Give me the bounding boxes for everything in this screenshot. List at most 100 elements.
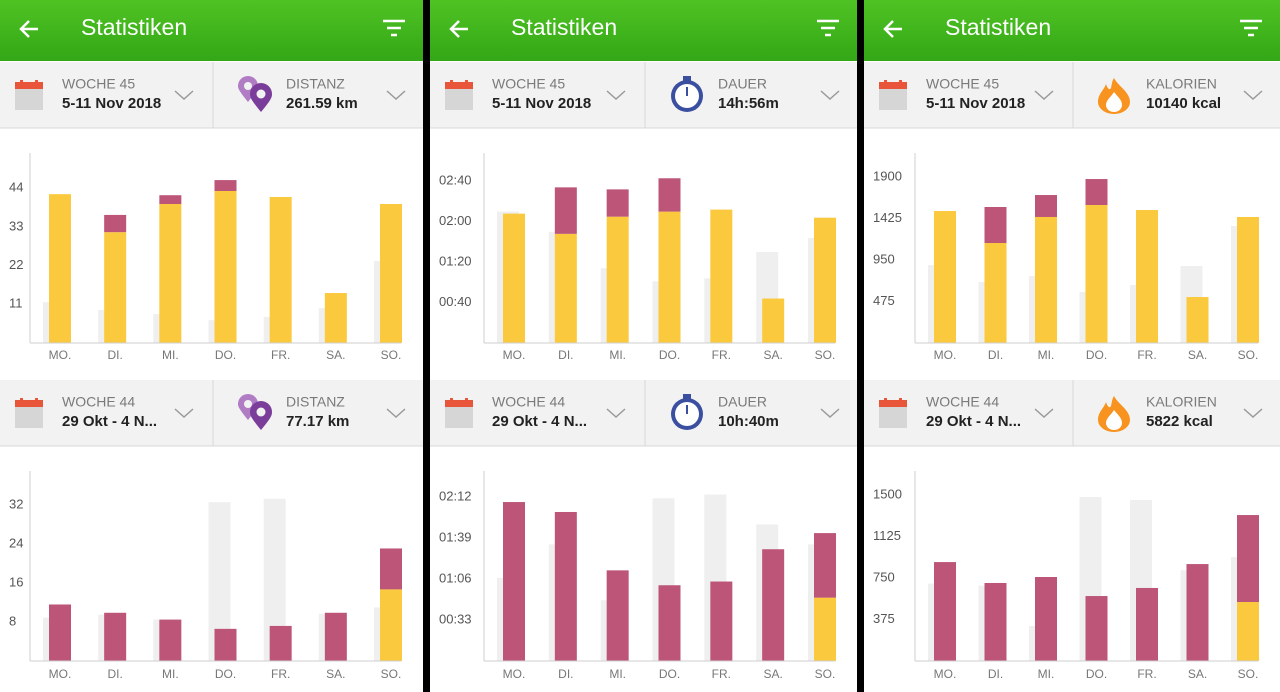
metric-label[interactable]: KALORIEN (1146, 76, 1217, 92)
calendar-icon-ring (20, 398, 23, 404)
week-label[interactable]: WOCHE 45 (926, 76, 999, 92)
previous-week-bar (263, 498, 286, 661)
week-range[interactable]: 29 Okt - 4 N... (926, 413, 1021, 430)
bar-segment (104, 612, 127, 661)
bar-segment (762, 549, 785, 661)
week-range[interactable]: 5-11 Nov 2018 (492, 95, 591, 112)
bar-segment (1085, 205, 1108, 343)
calendar-icon-body (445, 86, 473, 110)
x-tick-label: FR. (271, 348, 290, 362)
bar-segment (658, 585, 681, 661)
selector-row (430, 380, 857, 446)
dropdown-chevron[interactable] (1034, 90, 1054, 101)
x-tick-label: SA. (326, 667, 345, 681)
x-tick-label: FR. (1137, 348, 1156, 362)
bar-segment (380, 589, 402, 661)
y-tick-label: 02:12 (439, 489, 472, 504)
metric-label[interactable]: DAUER (718, 76, 767, 92)
dropdown-chevron[interactable] (386, 90, 406, 101)
back-arrow[interactable] (449, 20, 468, 38)
calendar-icon-body (879, 86, 907, 110)
dropdown-chevron[interactable] (174, 90, 194, 101)
metric-label[interactable]: DISTANZ (286, 76, 345, 92)
bar-segment (984, 207, 1007, 244)
bar-segment (1035, 216, 1057, 343)
dropdown-chevron[interactable] (1034, 408, 1054, 419)
week-label[interactable]: WOCHE 44 (926, 394, 999, 410)
metric-label[interactable]: DISTANZ (286, 394, 345, 410)
calendar-icon-top (15, 400, 43, 407)
x-tick-label: MI. (162, 667, 179, 681)
week-label[interactable]: WOCHE 45 (492, 76, 565, 92)
calendar-icon-body (879, 404, 907, 428)
bar-segment (324, 612, 347, 661)
x-tick-label: DO. (1086, 348, 1107, 362)
metric-label[interactable]: DAUER (718, 394, 767, 410)
bar-segment (1035, 577, 1057, 661)
dropdown-chevron[interactable] (606, 408, 626, 419)
y-tick-label: 16 (9, 574, 23, 589)
week-range[interactable]: 29 Okt - 4 N... (492, 413, 587, 430)
y-tick-label: 00:33 (439, 611, 472, 626)
bar-segment (1085, 596, 1108, 661)
y-tick-label: 02:40 (439, 173, 472, 188)
x-tick-label: MO. (934, 667, 957, 681)
dropdown-chevron[interactable] (1243, 408, 1263, 419)
metric-value[interactable]: 14h:56m (718, 95, 779, 112)
week-label[interactable]: WOCHE 44 (492, 394, 565, 410)
selector-row (864, 380, 1280, 446)
bar-segment (814, 597, 836, 661)
x-tick-label: SO. (381, 667, 402, 681)
bar-segment (159, 204, 182, 343)
x-tick-label: FR. (271, 667, 290, 681)
week-label[interactable]: WOCHE 45 (62, 76, 135, 92)
dropdown-chevron[interactable] (606, 90, 626, 101)
bar-segment (1136, 587, 1158, 661)
x-tick-label: FR. (712, 667, 731, 681)
metric-value[interactable]: 5822 kcal (1146, 413, 1213, 430)
dropdown-chevron[interactable] (386, 408, 406, 419)
calendar-icon-ring (35, 398, 38, 404)
bar-segment (104, 232, 127, 343)
dropdown-chevron[interactable] (1243, 90, 1263, 101)
calendar-icon-top (15, 82, 43, 89)
pin-icon-hole (256, 89, 266, 99)
x-tick-label: DI. (988, 667, 1003, 681)
back-arrow[interactable] (883, 20, 902, 38)
flame-icon-inner (1106, 92, 1122, 112)
x-tick-label: MO. (49, 667, 72, 681)
bar-segment (1237, 216, 1259, 343)
dropdown-chevron[interactable] (820, 408, 840, 419)
x-tick-label: SO. (381, 348, 402, 362)
metric-label[interactable]: KALORIEN (1146, 394, 1217, 410)
bar-segment (762, 298, 785, 343)
metric-value[interactable]: 261.59 km (286, 95, 358, 112)
dropdown-chevron[interactable] (174, 408, 194, 419)
pin-icon-hole (244, 400, 252, 408)
calendar-icon-ring (884, 80, 887, 86)
calendar-icon-ring (20, 80, 23, 86)
x-tick-label: MI. (609, 348, 626, 362)
metric-value[interactable]: 10h:40m (718, 413, 779, 430)
y-tick-label: 1900 (873, 168, 902, 183)
back-arrow[interactable] (19, 20, 38, 38)
dropdown-chevron[interactable] (820, 90, 840, 101)
bar-segment (214, 628, 237, 661)
metric-value[interactable]: 10140 kcal (1146, 95, 1221, 112)
bar-segment (214, 191, 237, 343)
stopwatch-icon-crown (683, 76, 691, 81)
week-label[interactable]: WOCHE 44 (62, 394, 135, 410)
x-tick-label: MO. (503, 348, 526, 362)
week-range[interactable]: 29 Okt - 4 N... (62, 413, 157, 430)
y-tick-label: 01:39 (439, 529, 472, 544)
bar-segment (710, 209, 733, 343)
bar-segment (814, 533, 836, 598)
x-tick-label: SO. (1238, 667, 1259, 681)
bar-segment (606, 570, 629, 661)
y-tick-label: 44 (9, 180, 23, 195)
y-tick-label: 02:00 (439, 213, 472, 228)
week-range[interactable]: 5-11 Nov 2018 (62, 95, 161, 112)
week-range[interactable]: 5-11 Nov 2018 (926, 95, 1025, 112)
metric-value[interactable]: 77.17 km (286, 413, 349, 430)
